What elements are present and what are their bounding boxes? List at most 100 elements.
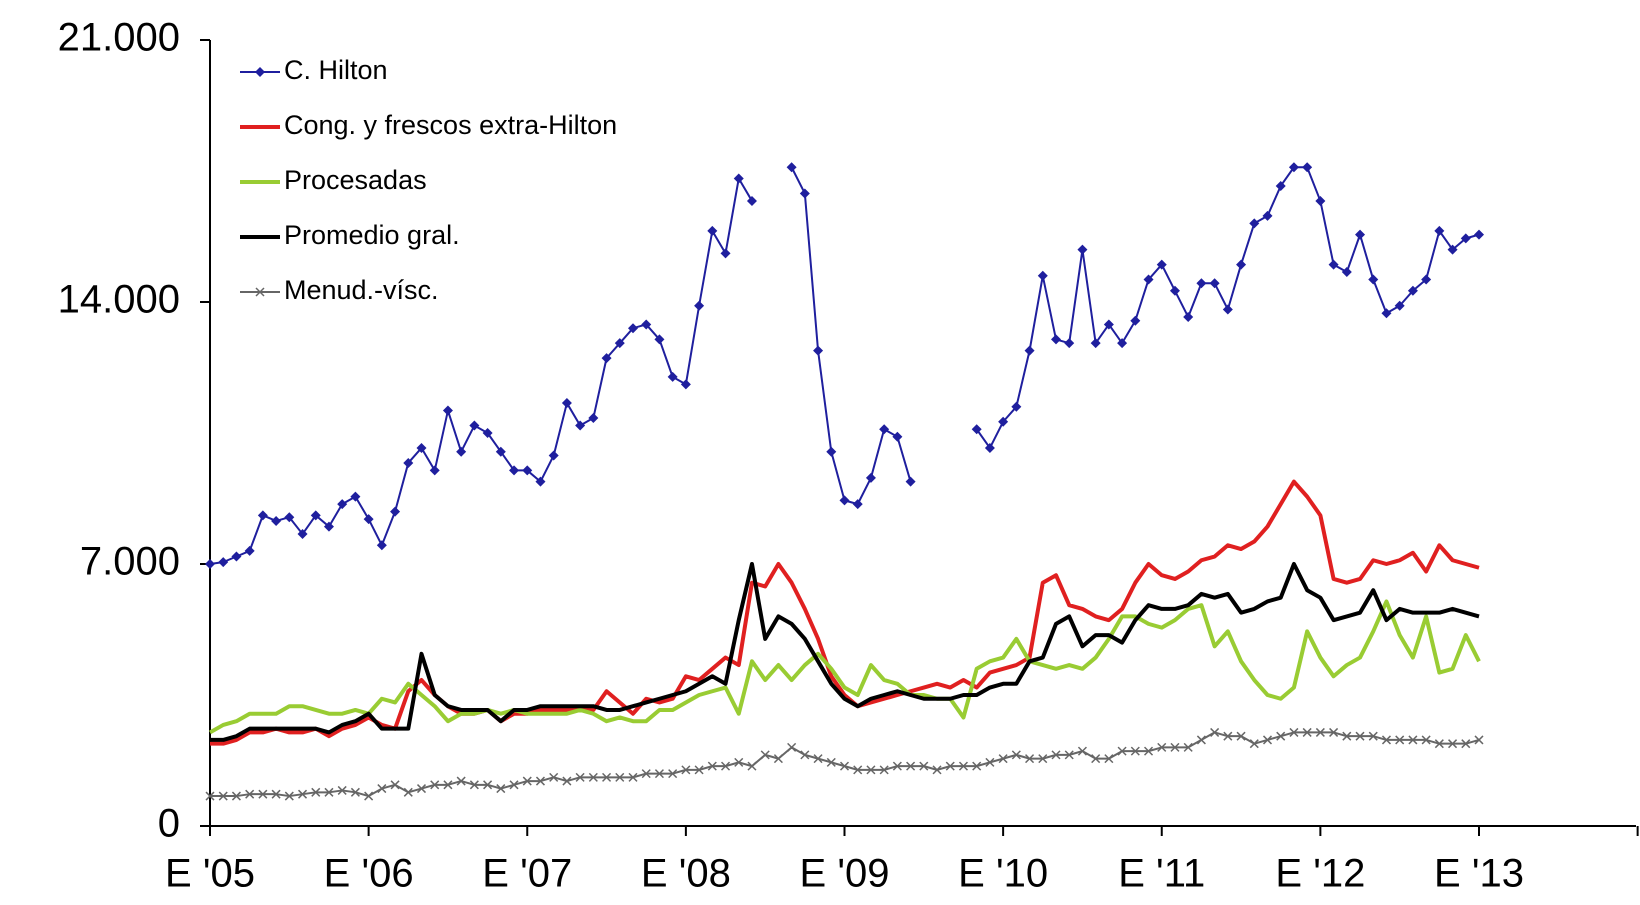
y-tick-label: 21.000	[58, 16, 180, 60]
point-marker	[350, 491, 361, 502]
point-marker	[297, 529, 308, 540]
point-marker	[337, 499, 348, 510]
point-marker	[984, 442, 995, 453]
point-marker	[773, 754, 783, 764]
point-marker	[628, 323, 638, 334]
point-marker	[350, 787, 360, 797]
point-marker	[1064, 338, 1075, 349]
legend-label: Promedio gral.	[284, 220, 460, 250]
point-marker	[390, 780, 400, 790]
point-marker	[1183, 742, 1193, 752]
point-marker	[1395, 735, 1405, 745]
point-marker	[1342, 731, 1352, 741]
point-marker	[1038, 754, 1048, 764]
point-marker	[1249, 218, 1260, 229]
point-marker	[628, 772, 638, 782]
point-marker	[720, 248, 731, 259]
point-marker	[575, 420, 586, 431]
point-marker	[1024, 345, 1035, 356]
point-marker	[1460, 233, 1471, 244]
point-marker	[1249, 739, 1259, 749]
point-marker	[958, 761, 968, 771]
point-marker	[800, 750, 810, 760]
point-marker	[1434, 225, 1445, 236]
point-marker	[972, 761, 982, 771]
point-marker	[1315, 195, 1326, 206]
point-marker	[442, 405, 453, 416]
point-marker	[1421, 735, 1431, 745]
point-marker	[1091, 754, 1101, 764]
point-marker	[377, 784, 387, 794]
point-marker	[1289, 727, 1299, 737]
point-marker	[1143, 274, 1154, 285]
point-marker	[1355, 229, 1366, 240]
point-marker	[654, 769, 664, 779]
point-marker	[231, 791, 241, 801]
point-marker	[311, 787, 321, 797]
point-marker	[205, 791, 215, 801]
point-marker	[641, 769, 651, 779]
point-marker	[1434, 739, 1444, 749]
point-marker	[1368, 731, 1378, 741]
legend-label: Cong. y frescos extra-Hilton	[284, 110, 617, 140]
x-tick-label: E '13	[1434, 852, 1524, 896]
legend-marker	[255, 67, 265, 77]
point-marker	[456, 776, 466, 786]
point-marker	[1262, 735, 1273, 745]
x-tick-label: E '08	[641, 852, 731, 896]
point-marker	[1448, 739, 1458, 749]
x-tick-label: E '06	[324, 852, 414, 896]
point-marker	[1421, 274, 1432, 285]
point-marker	[1276, 731, 1286, 741]
point-marker	[1222, 304, 1233, 315]
x-tick-label: E '10	[958, 852, 1048, 896]
point-marker	[337, 785, 347, 795]
point-marker	[694, 300, 705, 311]
point-marker	[1328, 259, 1339, 270]
point-marker	[839, 761, 850, 771]
series-line	[209, 599, 1481, 735]
point-marker	[733, 173, 744, 184]
point-marker	[1025, 754, 1035, 764]
point-marker	[298, 789, 308, 799]
point-marker	[998, 754, 1008, 764]
point-marker	[668, 769, 678, 779]
point-marker	[416, 784, 427, 794]
point-marker	[1104, 754, 1114, 764]
legend-label: Menud.-vísc.	[284, 275, 439, 305]
point-marker	[1143, 746, 1154, 756]
point-marker	[602, 772, 612, 782]
point-marker	[376, 540, 387, 551]
point-marker	[654, 334, 665, 345]
point-marker	[496, 784, 506, 794]
point-marker	[1461, 739, 1471, 749]
y-tick-label: 14.000	[58, 278, 180, 322]
point-marker	[799, 188, 810, 199]
point-marker	[257, 510, 268, 521]
point-marker	[562, 776, 572, 786]
point-marker	[1156, 259, 1167, 270]
point-marker	[746, 195, 757, 206]
point-marker	[614, 338, 625, 349]
point-marker	[852, 499, 863, 510]
point-marker	[231, 551, 242, 562]
point-marker	[813, 345, 824, 356]
point-marker	[1196, 278, 1207, 289]
point-marker	[707, 225, 718, 236]
series-line	[210, 479, 1480, 746]
point-marker	[1210, 727, 1220, 737]
point-marker	[1355, 731, 1365, 741]
point-marker	[416, 442, 427, 453]
point-marker	[495, 446, 506, 457]
point-marker	[1077, 244, 1088, 255]
point-marker	[760, 750, 770, 760]
point-marker	[403, 457, 414, 468]
point-marker	[1288, 162, 1299, 173]
point-marker	[218, 791, 228, 801]
point-marker	[1329, 727, 1339, 737]
point-marker	[694, 765, 704, 775]
point-marker	[588, 772, 598, 782]
point-marker	[839, 495, 850, 506]
x-tick-label: E '07	[482, 852, 572, 896]
point-marker	[205, 559, 215, 569]
